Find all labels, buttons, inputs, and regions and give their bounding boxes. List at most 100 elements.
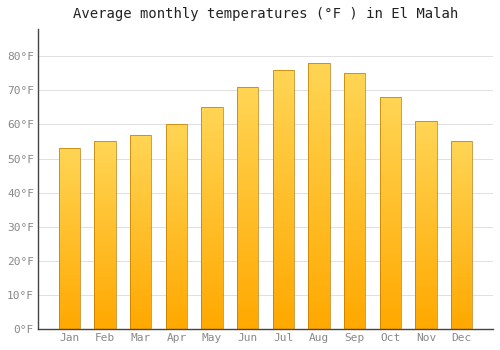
Bar: [416, 155, 436, 158]
Bar: [308, 312, 330, 316]
Bar: [59, 304, 80, 306]
Bar: [202, 299, 223, 301]
Bar: [130, 145, 152, 147]
Bar: [166, 303, 187, 306]
Bar: [94, 261, 116, 263]
Bar: [380, 262, 401, 265]
Bar: [166, 181, 187, 183]
Bar: [344, 112, 366, 115]
Bar: [94, 233, 116, 235]
Bar: [416, 147, 436, 150]
Bar: [344, 204, 366, 208]
Bar: [202, 232, 223, 235]
Bar: [59, 214, 80, 216]
Bar: [59, 317, 80, 320]
Bar: [166, 125, 187, 127]
Bar: [380, 132, 401, 135]
Bar: [166, 125, 187, 329]
Bar: [237, 114, 258, 117]
Bar: [237, 280, 258, 284]
Bar: [344, 195, 366, 198]
Bar: [202, 146, 223, 149]
Bar: [272, 119, 294, 122]
Bar: [237, 169, 258, 172]
Bar: [59, 324, 80, 327]
Bar: [380, 123, 401, 126]
Bar: [237, 202, 258, 205]
Bar: [380, 312, 401, 314]
Bar: [344, 224, 366, 227]
Bar: [272, 99, 294, 102]
Bar: [380, 297, 401, 300]
Bar: [130, 312, 152, 314]
Bar: [94, 146, 116, 148]
Bar: [59, 241, 80, 243]
Bar: [202, 315, 223, 318]
Bar: [344, 278, 366, 281]
Bar: [237, 90, 258, 93]
Bar: [344, 99, 366, 102]
Bar: [202, 188, 223, 190]
Bar: [202, 248, 223, 251]
Bar: [308, 309, 330, 312]
Bar: [166, 147, 187, 150]
Bar: [94, 322, 116, 324]
Bar: [380, 251, 401, 254]
Bar: [130, 154, 152, 156]
Bar: [94, 245, 116, 247]
Bar: [59, 182, 80, 184]
Bar: [237, 181, 258, 184]
Bar: [451, 324, 472, 327]
Bar: [237, 217, 258, 220]
Bar: [308, 209, 330, 212]
Bar: [202, 138, 223, 141]
Bar: [380, 306, 401, 309]
Bar: [237, 250, 258, 253]
Bar: [166, 211, 187, 214]
Bar: [344, 217, 366, 220]
Bar: [237, 87, 258, 329]
Bar: [130, 273, 152, 275]
Bar: [59, 277, 80, 279]
Bar: [344, 252, 366, 256]
Bar: [451, 163, 472, 165]
Bar: [416, 303, 436, 306]
Bar: [308, 262, 330, 266]
Bar: [59, 302, 80, 304]
Bar: [166, 288, 187, 290]
Bar: [272, 280, 294, 284]
Bar: [344, 86, 366, 89]
Bar: [451, 177, 472, 179]
Bar: [166, 176, 187, 178]
Bar: [308, 199, 330, 203]
Bar: [451, 317, 472, 320]
Bar: [130, 266, 152, 268]
Bar: [166, 155, 187, 158]
Bar: [130, 149, 152, 152]
Bar: [272, 206, 294, 209]
Bar: [166, 252, 187, 255]
Bar: [308, 212, 330, 216]
Bar: [272, 151, 294, 154]
Bar: [451, 214, 472, 216]
Bar: [166, 278, 187, 280]
Bar: [237, 123, 258, 126]
Bar: [202, 238, 223, 240]
Bar: [272, 290, 294, 293]
Bar: [451, 198, 472, 200]
Bar: [166, 216, 187, 219]
Bar: [166, 170, 187, 173]
Bar: [272, 196, 294, 200]
Bar: [308, 219, 330, 223]
Bar: [416, 282, 436, 285]
Bar: [130, 171, 152, 174]
Bar: [272, 309, 294, 313]
Bar: [416, 142, 436, 145]
Bar: [237, 220, 258, 223]
Bar: [380, 259, 401, 262]
Bar: [59, 284, 80, 286]
Bar: [451, 170, 472, 172]
Bar: [451, 221, 472, 224]
Bar: [130, 237, 152, 239]
Bar: [237, 232, 258, 235]
